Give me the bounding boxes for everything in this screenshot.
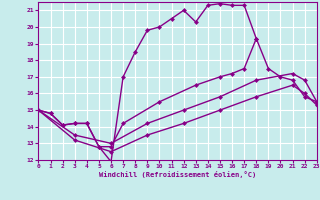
X-axis label: Windchill (Refroidissement éolien,°C): Windchill (Refroidissement éolien,°C) xyxy=(99,171,256,178)
